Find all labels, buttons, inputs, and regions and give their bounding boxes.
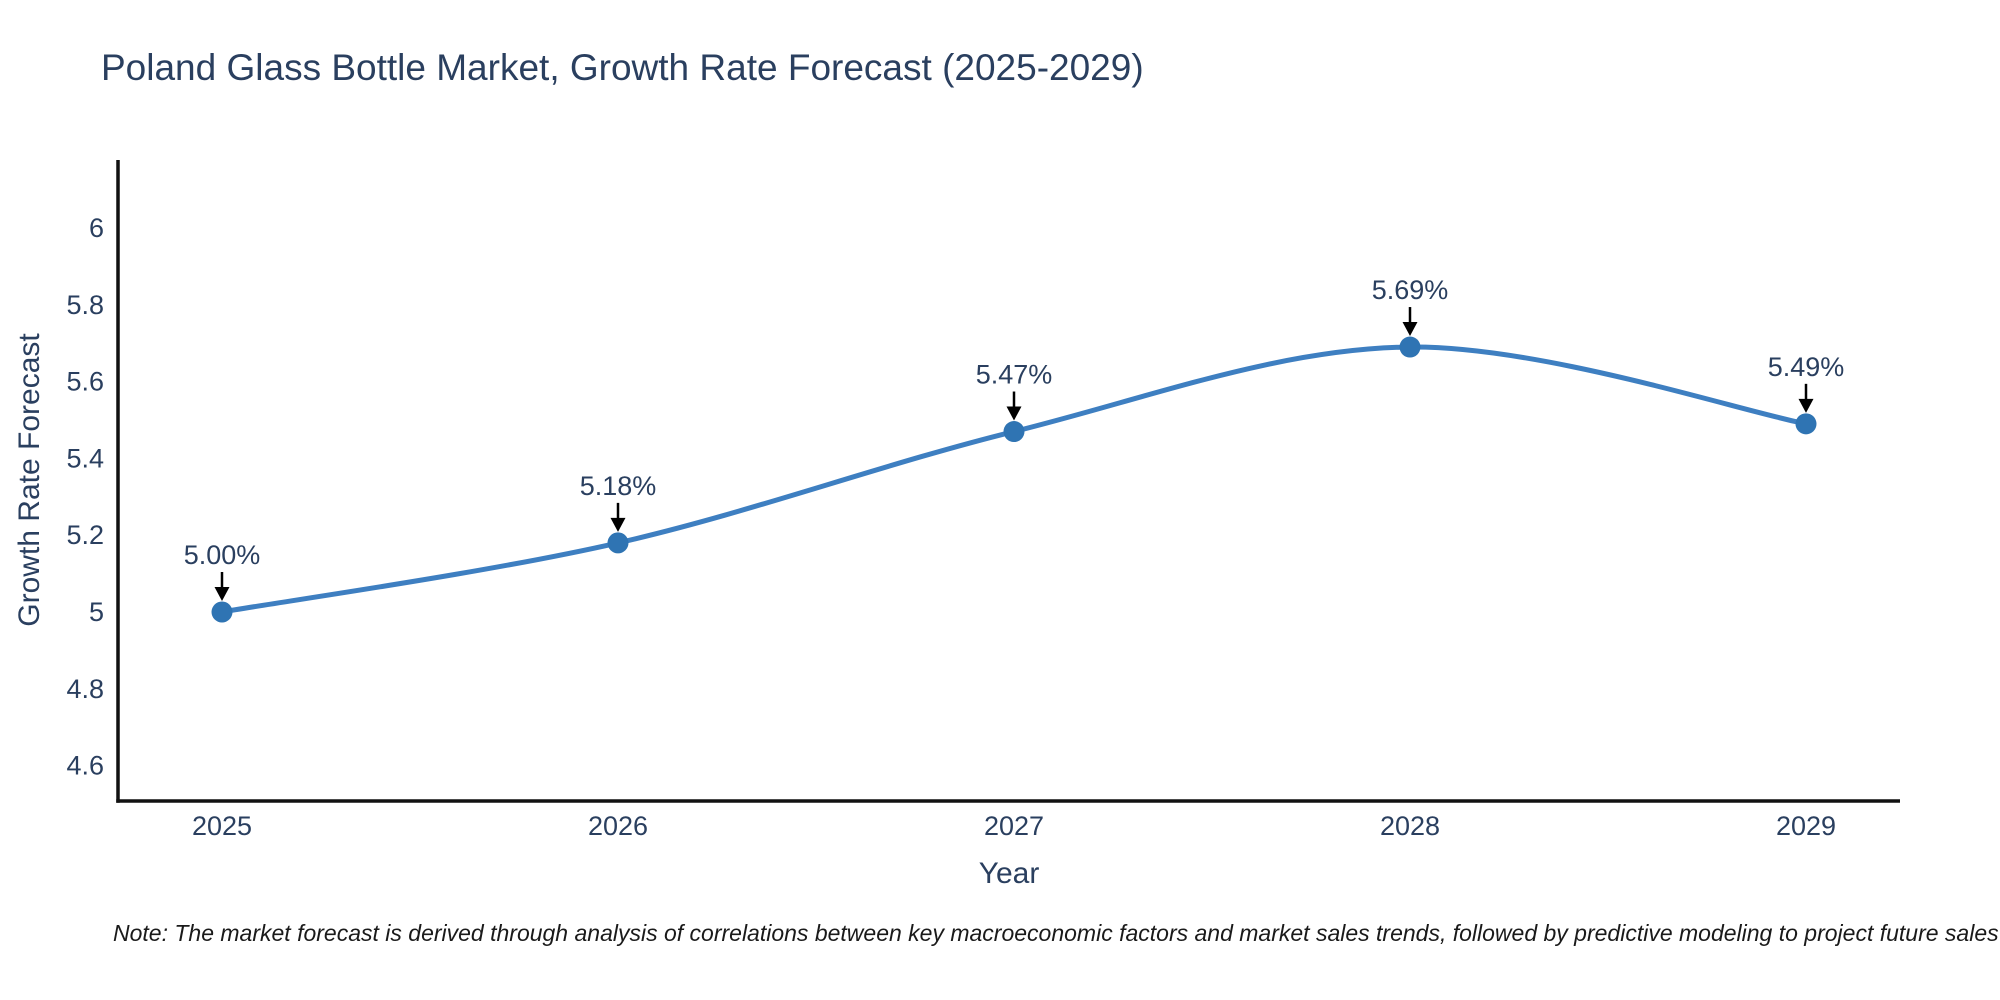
y-tick-label: 5.6 xyxy=(66,367,104,397)
footnote: Note: The market forecast is derived thr… xyxy=(113,920,1999,946)
x-tick-label: 2026 xyxy=(588,811,648,841)
annotation-arrowhead xyxy=(1006,406,1022,421)
y-tick-label: 5.2 xyxy=(66,520,104,550)
point-annotation-label: 5.18% xyxy=(580,471,657,501)
data-point-marker[interactable] xyxy=(211,601,233,623)
x-axis-title: Year xyxy=(978,857,1040,890)
point-annotation-label: 5.00% xyxy=(184,540,261,570)
data-point-marker[interactable] xyxy=(607,532,629,554)
y-tick-label: 6 xyxy=(89,213,104,243)
data-point-marker[interactable] xyxy=(1399,336,1421,358)
x-tick-label: 2027 xyxy=(984,811,1044,841)
point-annotation-label: 5.47% xyxy=(976,360,1053,390)
data-point-marker[interactable] xyxy=(1795,413,1817,435)
y-tick-label: 4.8 xyxy=(66,674,104,704)
y-tick-label: 5.8 xyxy=(66,290,104,320)
y-tick-label: 5 xyxy=(89,597,104,627)
y-tick-label: 4.6 xyxy=(66,751,104,781)
x-tick-label: 2025 xyxy=(192,811,252,841)
annotation-arrowhead xyxy=(1402,322,1418,337)
annotation-arrowhead xyxy=(1798,398,1814,413)
chart-title: Poland Glass Bottle Market, Growth Rate … xyxy=(101,47,1144,88)
annotation-arrowhead xyxy=(610,517,626,532)
point-annotation-label: 5.69% xyxy=(1372,275,1449,305)
x-tick-label: 2029 xyxy=(1776,811,1836,841)
annotation-arrowhead xyxy=(214,587,230,601)
data-point-marker[interactable] xyxy=(1003,421,1025,443)
x-tick-label: 2028 xyxy=(1380,811,1440,841)
point-annotation-label: 5.49% xyxy=(1768,352,1845,382)
y-tick-label: 5.4 xyxy=(66,443,104,473)
